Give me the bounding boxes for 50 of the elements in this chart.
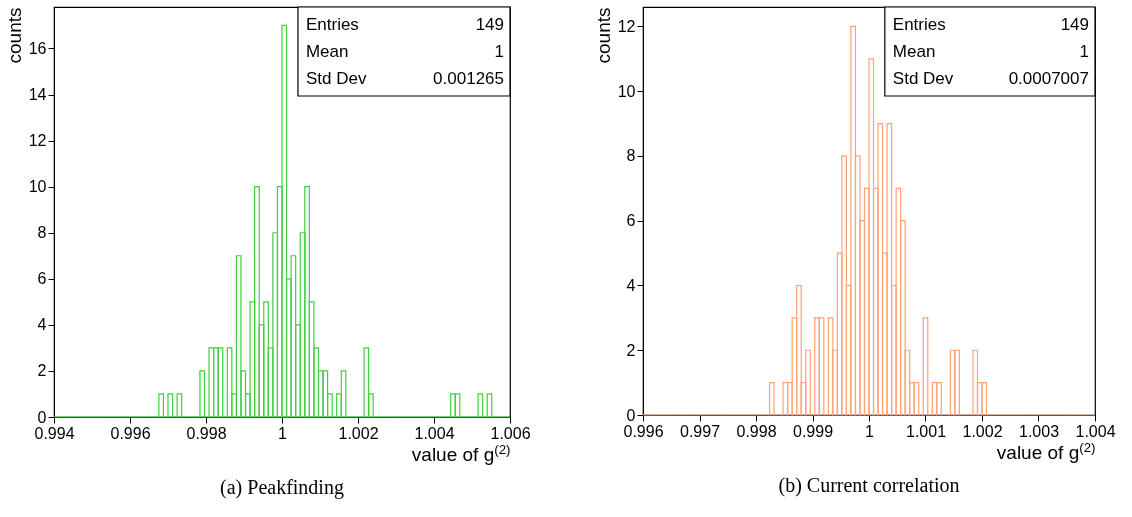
y-tick-label: 2 [37,362,47,380]
annotation: Std Dev [305,68,367,88]
x-tick-label: 1.002 [338,424,379,442]
y-tick-label: 0 [626,406,636,424]
y-tick-label: 6 [626,212,636,230]
x-tick-label: 1.004 [414,424,455,442]
annotation: 149 [1060,14,1089,34]
y-axis-title: counts [592,7,614,64]
y-tick-label: 4 [626,276,636,294]
y-tick-label: 4 [37,316,47,334]
y-tick-label: 8 [626,147,636,165]
annotation: 149 [475,14,504,34]
annotation: 1 [1079,41,1089,61]
x-tick-label: 0.996 [110,424,151,442]
x-axis-title: value of g$^{(2)}$ [411,441,511,465]
annotation: Std Dev [892,68,954,88]
y-tick-label: 12 [28,132,47,150]
y-tick-label: 0 [37,408,47,426]
annotation: Mean [892,41,936,61]
y-axis-title: counts [3,7,25,64]
annotation: 0.001265 [433,68,504,88]
annotation: Entries [305,14,359,34]
x-tick-label: 1.006 [490,424,531,442]
annotation: Entries [892,14,946,34]
y-tick-label: 16 [28,39,47,57]
x-tick-label: 1.003 [1018,422,1060,440]
annotation: 1 [494,41,504,61]
y-tick-label: 10 [617,82,636,100]
annotation: Mean [305,41,349,61]
x-tick-label: 0.996 [623,422,664,440]
y-tick-label: 14 [28,86,47,104]
text: (a) Peakfinding [220,476,344,499]
x-tick-label: 0.999 [792,422,834,440]
y-tick-label: 8 [37,224,47,242]
x-tick-label: 1.004 [1075,422,1116,440]
x-tick-label: 0.997 [679,422,721,440]
x-tick-label: 1 [278,424,288,442]
x-tick-label: 0.998 [186,424,227,442]
y-tick-label: 10 [28,178,47,196]
text: (b) Current correlation [778,474,960,497]
y-tick-label: 2 [626,341,636,359]
x-tick-label: 1.001 [905,422,947,440]
y-tick-label: 6 [37,270,47,288]
x-tick-label: 1 [865,422,875,440]
y-tick-label: 12 [617,17,636,35]
x-axis-title: value of g$^{(2)}$ [996,439,1096,463]
x-tick-label: 0.998 [736,422,777,440]
x-tick-label: 1.002 [962,422,1003,440]
annotation: 0.0007007 [1008,68,1089,88]
x-tick-label: 0.994 [34,424,75,442]
